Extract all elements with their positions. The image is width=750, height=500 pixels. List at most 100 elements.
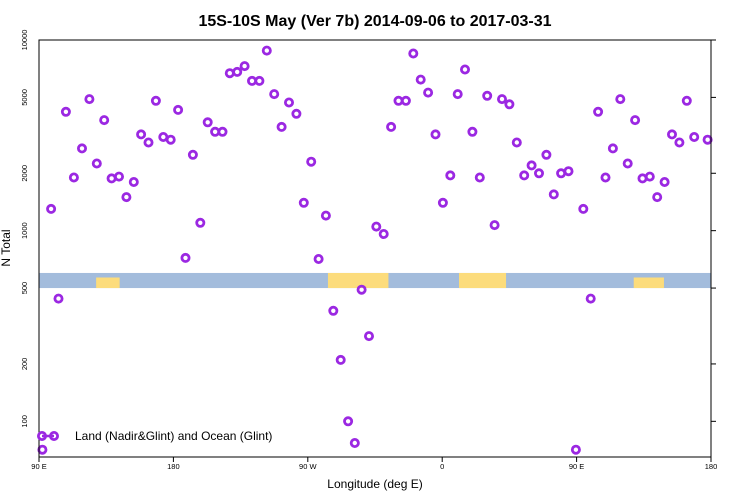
data-point <box>570 444 581 455</box>
data-point <box>563 166 574 177</box>
land-segment <box>459 272 507 289</box>
y-tick-label: 10000 <box>20 30 29 51</box>
data-point <box>578 203 589 214</box>
data-point <box>306 156 317 167</box>
data-point <box>150 95 161 106</box>
legend-marker <box>37 430 48 441</box>
data-point <box>53 293 64 304</box>
data-point <box>534 168 545 179</box>
data-point <box>622 158 633 169</box>
data-point <box>68 172 79 183</box>
data-point <box>482 90 493 101</box>
data-point <box>681 95 692 106</box>
data-point <box>343 416 354 427</box>
y-axis-ticks: 100 200 500 1000 2000 5000 10000 <box>20 30 716 428</box>
data-point <box>489 220 500 231</box>
data-point <box>239 61 250 72</box>
y-tick-label: 100 <box>20 415 29 428</box>
data-point <box>702 134 713 145</box>
data-point <box>187 149 198 160</box>
legend-marker <box>49 430 60 441</box>
y-tick-label: 200 <box>20 358 29 371</box>
data-point <box>607 143 618 154</box>
data-point <box>423 87 434 98</box>
x-tick-label: 180 <box>705 462 718 471</box>
data-points <box>37 45 713 455</box>
data-point <box>363 331 374 342</box>
data-point <box>644 171 655 182</box>
data-point <box>291 108 302 119</box>
data-point <box>349 437 360 448</box>
data-point <box>356 284 367 295</box>
land-segment <box>96 277 120 289</box>
data-point <box>91 158 102 169</box>
data-point <box>60 106 71 117</box>
x-tick-label: 90 W <box>299 462 317 471</box>
data-point <box>298 197 309 208</box>
y-tick-label: 5000 <box>20 89 29 106</box>
data-point <box>173 104 184 115</box>
data-point <box>504 99 515 110</box>
data-point <box>84 94 95 105</box>
y-tick-label: 2000 <box>20 165 29 182</box>
data-point <box>519 170 530 181</box>
data-point <box>232 66 243 77</box>
data-point <box>593 106 604 117</box>
data-point <box>276 121 287 132</box>
data-point <box>46 203 57 214</box>
data-point <box>371 221 382 232</box>
data-point <box>496 94 507 105</box>
data-point <box>511 137 522 148</box>
data-point <box>548 189 559 200</box>
data-point <box>136 129 147 140</box>
data-point <box>437 197 448 208</box>
data-point <box>217 126 228 137</box>
x-axis-ticks: 90 E 180 90 W 0 90 E 180 <box>31 457 717 471</box>
x-tick-label: 90 E <box>569 462 584 471</box>
data-point <box>526 160 537 171</box>
data-point <box>254 75 265 86</box>
data-point <box>630 115 641 126</box>
data-point <box>165 134 176 145</box>
data-point <box>400 95 411 106</box>
x-tick-label: 0 <box>440 462 444 471</box>
data-point <box>386 121 397 132</box>
legend: Land (Nadir&Glint) and Ocean (Glint) <box>37 429 272 443</box>
data-point <box>652 192 663 203</box>
data-point <box>77 143 88 154</box>
data-point <box>378 228 389 239</box>
land-segment <box>327 272 389 289</box>
data-point <box>659 176 670 187</box>
y-tick-label: 500 <box>20 282 29 295</box>
land-segment <box>633 277 664 289</box>
data-point <box>320 210 331 221</box>
data-point <box>283 97 294 108</box>
land-ocean-band <box>39 272 711 289</box>
data-point <box>689 131 700 142</box>
data-point <box>143 137 154 148</box>
data-point <box>585 293 596 304</box>
data-point <box>99 115 110 126</box>
data-point <box>37 444 48 455</box>
plot-frame <box>38 39 712 458</box>
data-point <box>474 172 485 183</box>
data-point <box>445 170 456 181</box>
legend-label: Land (Nadir&Glint) and Ocean (Glint) <box>75 429 272 443</box>
chart-title: 15S-10S May (Ver 7b) 2014-09-06 to 2017-… <box>198 13 551 30</box>
data-point <box>467 126 478 137</box>
data-point <box>195 217 206 228</box>
data-point <box>667 129 678 140</box>
data-point <box>615 94 626 105</box>
y-tick-label: 1000 <box>20 222 29 239</box>
data-point <box>328 305 339 316</box>
data-point <box>415 74 426 85</box>
data-point <box>335 354 346 365</box>
data-point <box>224 68 235 79</box>
data-point <box>121 192 132 203</box>
data-point <box>128 176 139 187</box>
data-point <box>408 48 419 59</box>
data-point <box>452 89 463 100</box>
x-tick-label: 90 E <box>31 462 46 471</box>
data-point <box>674 137 685 148</box>
